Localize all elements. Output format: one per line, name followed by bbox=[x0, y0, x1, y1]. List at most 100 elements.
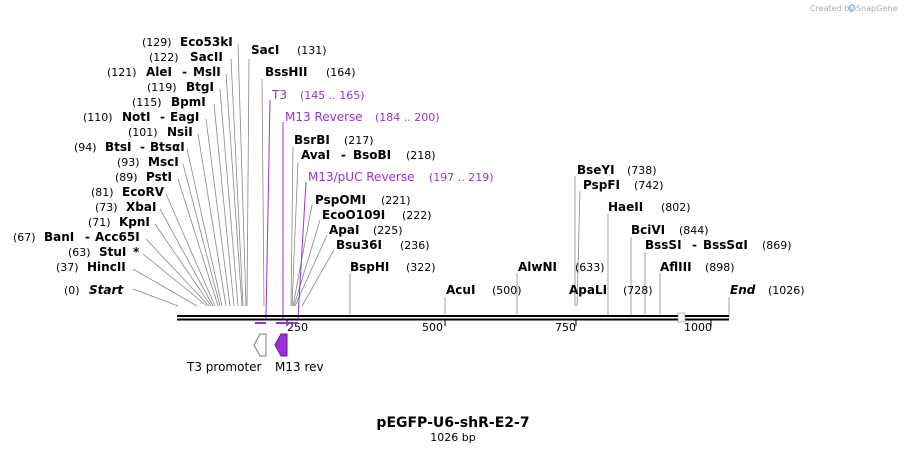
snapgene-brand: SnapGene bbox=[856, 4, 897, 13]
site-name[interactable]: XbaI bbox=[126, 200, 156, 214]
site-name[interactable]: AvaI bbox=[301, 148, 330, 162]
site-pos: (221) bbox=[381, 194, 411, 207]
site-name-2[interactable]: MslI bbox=[193, 65, 221, 79]
site-name[interactable]: BpmI bbox=[171, 95, 206, 109]
site-pos: (89) bbox=[115, 171, 138, 184]
site-name[interactable]: ApaI bbox=[329, 223, 359, 237]
site-name[interactable]: EcoRV bbox=[122, 185, 165, 199]
site-name[interactable]: Bsu36I bbox=[336, 238, 382, 252]
start-label: Start bbox=[89, 283, 124, 297]
site-name[interactable]: NotI bbox=[122, 110, 151, 124]
plasmid-length: 1026 bp bbox=[430, 431, 475, 444]
site-pos: (115) bbox=[132, 96, 162, 109]
site-pos: (225) bbox=[373, 224, 403, 237]
primer-bar-m13-puc-reverse[interactable] bbox=[288, 322, 298, 324]
site-name[interactable]: PstI bbox=[146, 170, 172, 184]
site-pos: (898) bbox=[705, 261, 735, 274]
site-pos: (110) bbox=[83, 111, 113, 124]
tick-label-250: 250 bbox=[287, 321, 308, 334]
plasmid-name: pEGFP-U6-shR-E2-7 bbox=[376, 415, 529, 431]
site-name[interactable]: AleI bbox=[146, 65, 172, 79]
site-name[interactable]: BciVI bbox=[631, 223, 665, 237]
site-pos: (94) bbox=[74, 141, 97, 154]
site-name-2[interactable]: BsoBI bbox=[353, 148, 391, 162]
site-pos: (869) bbox=[762, 239, 792, 252]
site-sep: - bbox=[692, 238, 697, 252]
backbone-top-strand bbox=[177, 315, 729, 317]
site-name[interactable]: BspHI bbox=[350, 260, 389, 274]
site-name[interactable]: BsrBI bbox=[294, 133, 330, 147]
site-name[interactable]: Eco53kI bbox=[180, 35, 233, 49]
site-name[interactable]: BssHII bbox=[265, 65, 307, 79]
site-pos: (217) bbox=[344, 134, 374, 147]
site-name[interactable]: MscI bbox=[148, 155, 179, 169]
site-pos: (119) bbox=[147, 81, 177, 94]
site-pos: (129) bbox=[142, 36, 172, 49]
primer-name[interactable]: M13 Reverse bbox=[285, 110, 363, 124]
site-name[interactable]: PspOMI bbox=[315, 193, 366, 207]
site-name-2[interactable]: BssSαI bbox=[703, 238, 748, 252]
primer-range: (145 .. 165) bbox=[300, 89, 365, 102]
site-name[interactable]: EcoO109I bbox=[322, 208, 385, 222]
primer-bar-m13-reverse[interactable] bbox=[276, 322, 298, 324]
site-pos: (67) bbox=[13, 231, 36, 244]
site-pos: (37) bbox=[56, 261, 79, 274]
site-name[interactable]: NsiI bbox=[167, 125, 193, 139]
leader-lines bbox=[132, 43, 730, 316]
site-sep: - bbox=[341, 148, 346, 162]
site-pos: (222) bbox=[402, 209, 432, 222]
site-pos: (236) bbox=[400, 239, 430, 252]
primer-bar-t3[interactable] bbox=[255, 322, 266, 324]
feature-label-m13-rev: M13 rev bbox=[275, 360, 324, 374]
site-pos: (322) bbox=[406, 261, 436, 274]
site-name[interactable]: BtsI bbox=[105, 140, 132, 154]
t3-promoter-arrow-icon[interactable] bbox=[253, 333, 267, 357]
site-name[interactable]: KpnI bbox=[119, 215, 150, 229]
site-name[interactable]: BssSI bbox=[645, 238, 682, 252]
site-name[interactable]: StuI bbox=[99, 245, 126, 259]
site-name[interactable]: AflIII bbox=[660, 260, 692, 274]
primer-name[interactable]: T3 bbox=[271, 88, 287, 102]
site-name[interactable]: ApaLI bbox=[569, 283, 607, 297]
site-pos: (73) bbox=[95, 201, 118, 214]
site-sep: - bbox=[182, 65, 187, 79]
site-name-2[interactable]: Acc65I bbox=[95, 230, 140, 244]
backbone-bottom-strand bbox=[177, 318, 729, 321]
right-site-labels: SacI (131) BssHII (164) T3 (145 .. 165) … bbox=[251, 43, 805, 297]
m13-rev-arrow-icon[interactable] bbox=[274, 333, 288, 357]
site-name[interactable]: BanI bbox=[44, 230, 74, 244]
site-name[interactable]: AlwNI bbox=[518, 260, 557, 274]
site-pos: (844) bbox=[679, 224, 709, 237]
primer-leaders bbox=[265, 99, 307, 319]
site-pos: (500) bbox=[492, 284, 522, 297]
tick-label-1000: 1000 bbox=[684, 321, 712, 334]
primer-range: (184 .. 200) bbox=[375, 111, 440, 124]
end-label: End bbox=[730, 283, 756, 297]
created-by-text: Created by bbox=[810, 4, 854, 13]
site-sep: - bbox=[160, 110, 165, 124]
site-pos: (802) bbox=[661, 201, 691, 214]
site-pos: (728) bbox=[623, 284, 653, 297]
site-pos: (122) bbox=[149, 51, 179, 64]
tick-label-500: 500 bbox=[422, 321, 443, 334]
site-name[interactable]: BtgI bbox=[186, 80, 214, 94]
feature-label-t3-promoter: T3 promoter bbox=[186, 360, 262, 374]
site-name[interactable]: SacI bbox=[251, 43, 279, 57]
site-name-2[interactable]: BtsαI bbox=[150, 140, 185, 154]
site-name[interactable]: HaeII bbox=[608, 200, 643, 214]
snapgene-logo-icon bbox=[848, 4, 856, 12]
site-name[interactable]: SacII bbox=[190, 50, 223, 64]
site-name[interactable]: PspFI bbox=[583, 178, 620, 192]
start-pos: (0) bbox=[64, 284, 80, 297]
primer-name[interactable]: M13/pUC Reverse bbox=[308, 170, 415, 184]
site-pos: (101) bbox=[128, 126, 158, 139]
site-asterisk: * bbox=[133, 245, 140, 259]
site-name-2[interactable]: EagI bbox=[170, 110, 199, 124]
site-name[interactable]: BseYI bbox=[577, 163, 615, 177]
site-name[interactable]: HincII bbox=[87, 260, 126, 274]
site-pos: (218) bbox=[406, 149, 436, 162]
site-name[interactable]: AcuI bbox=[446, 283, 475, 297]
site-pos: (63) bbox=[68, 246, 91, 259]
